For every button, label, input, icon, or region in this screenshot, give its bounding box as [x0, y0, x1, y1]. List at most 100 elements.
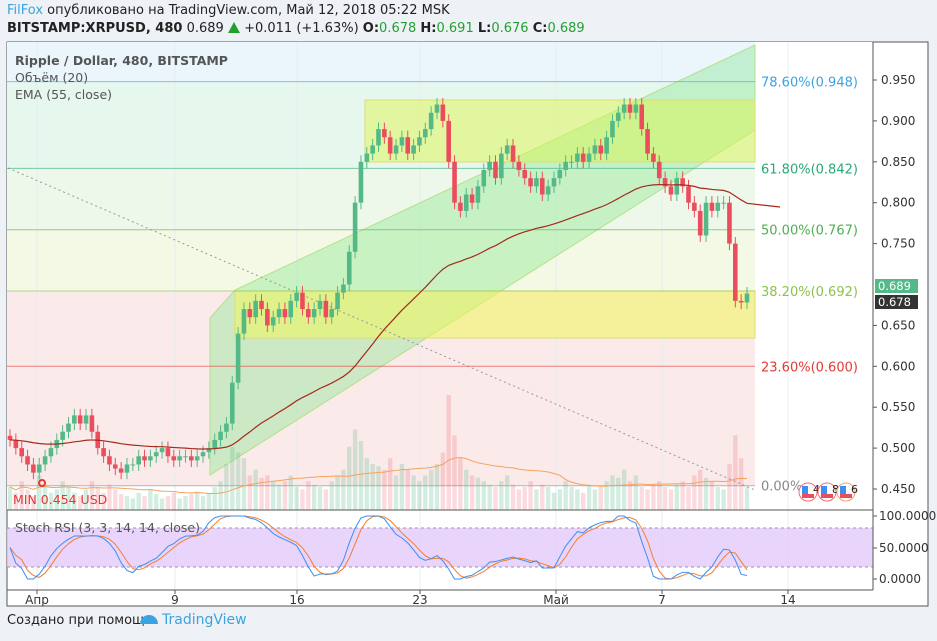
candle [504, 138, 510, 161]
candle [422, 122, 428, 144]
candle-body [452, 161, 457, 203]
volume-bar [253, 469, 258, 510]
candle [428, 106, 434, 136]
volume-bar [423, 475, 428, 510]
candle [639, 97, 645, 136]
candle [499, 147, 504, 185]
candle [294, 286, 299, 308]
candle-body [575, 153, 580, 162]
candle-body [352, 202, 358, 252]
volume-bar [610, 475, 615, 510]
volume-bar [598, 487, 603, 510]
flag-icon-canton [821, 486, 827, 494]
fib-label: 50.00%(0.767) [761, 224, 858, 239]
volume-bar [504, 475, 510, 510]
volume-bar [440, 452, 446, 510]
publish-text: опубликовано на TradingView.com, Май 12,… [47, 3, 450, 18]
author-link[interactable]: FilFox [7, 3, 44, 18]
candle-body [31, 464, 36, 473]
close-value: 0.689 [547, 21, 585, 36]
candle [183, 449, 188, 463]
volume-bar [306, 481, 311, 510]
candle [189, 449, 194, 467]
price-tick-label: 0.750 [881, 237, 915, 251]
candle [89, 408, 95, 439]
candle-body [686, 186, 691, 203]
candle-body [668, 186, 674, 195]
candle [733, 237, 738, 308]
candle [317, 294, 323, 316]
candle-body [7, 435, 13, 440]
volume-bar [89, 481, 95, 510]
candle [616, 106, 621, 128]
candle [604, 130, 609, 161]
candle [463, 187, 469, 218]
candle [510, 138, 516, 169]
volume-bar [446, 395, 451, 510]
candle [586, 147, 592, 169]
last-price: 0.689 [186, 21, 224, 36]
candle [42, 449, 48, 472]
candle-body [124, 464, 130, 473]
min-marker [38, 479, 46, 487]
volume-bar [510, 484, 516, 510]
candle-body [183, 456, 188, 458]
volume-bar [288, 475, 293, 510]
candle-body [382, 129, 387, 138]
candle-body [662, 178, 668, 187]
candle-body [458, 202, 463, 211]
candle-body [212, 439, 218, 449]
candle-body [276, 309, 282, 318]
volume-bar [633, 475, 639, 510]
candle [621, 97, 627, 120]
volume-bar [604, 481, 609, 510]
candle-body [300, 292, 305, 310]
volume-bar [522, 487, 527, 510]
volume-bar [405, 469, 410, 510]
volume-bar [31, 496, 36, 510]
fib-label: 0.00% [761, 480, 802, 495]
rectangle-zone [364, 99, 756, 163]
time-tick-label: Апр [25, 593, 49, 607]
candle [224, 417, 229, 439]
candle-body [411, 145, 416, 154]
candle-body [627, 104, 633, 113]
candle-body [130, 464, 136, 466]
candle-body [592, 145, 598, 154]
flag-icon-canton [802, 486, 808, 494]
candle-body [703, 202, 709, 236]
flag-icon-canton [840, 486, 846, 494]
candle [212, 433, 218, 455]
volume-bar [294, 487, 299, 510]
volume-bar [487, 484, 492, 510]
us-event-flag[interactable]: 6 [836, 482, 858, 502]
candle-body [516, 161, 522, 170]
price-tick-label: 0.850 [881, 155, 915, 169]
candle-body [341, 284, 346, 293]
candle [411, 138, 416, 161]
candle [469, 187, 475, 210]
candle [522, 163, 528, 185]
candle-body [656, 161, 662, 179]
candle [633, 97, 639, 120]
candle-body [621, 104, 627, 113]
candle [229, 376, 235, 431]
tradingview-link[interactable]: TradingView [140, 612, 247, 628]
rsi-tick-label: 100.0000 [879, 509, 936, 523]
candle [253, 294, 258, 324]
candle [387, 130, 393, 161]
candle-body [148, 456, 153, 461]
candle [241, 302, 247, 341]
candle-body [545, 186, 551, 195]
time-tick-label: 7 [658, 593, 666, 607]
candle [692, 196, 697, 218]
candle-body [317, 300, 323, 310]
us-event-flag[interactable]: 8 [817, 482, 839, 502]
volume-bar [77, 496, 83, 510]
candle-body [364, 153, 370, 162]
candle [148, 449, 153, 467]
candle [405, 130, 411, 161]
us-event-flag[interactable]: 4 [798, 482, 820, 502]
event-count: 8 [832, 483, 839, 496]
